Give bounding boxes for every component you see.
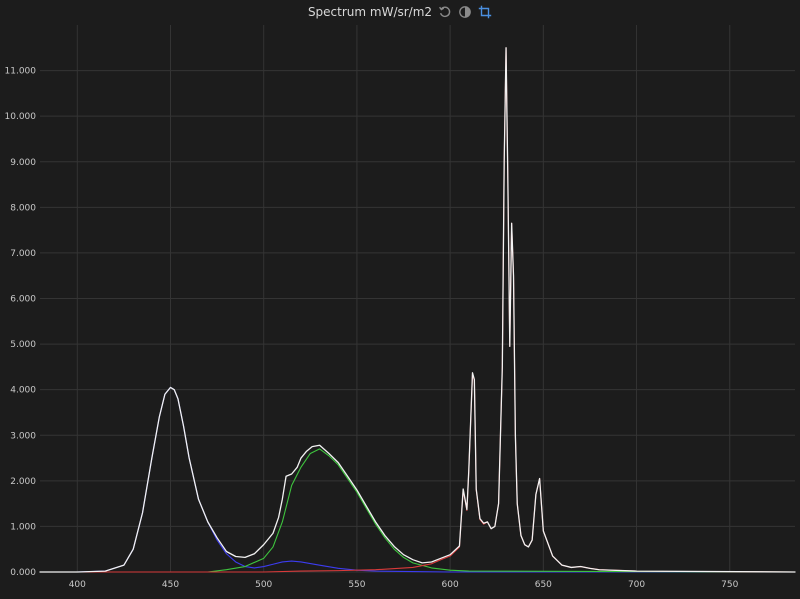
x-tick-label: 650 (535, 580, 552, 590)
y-tick-label: 11.000 (5, 67, 37, 77)
chart-title: Spectrum mW/sr/m2 (307, 5, 433, 19)
crop-icon[interactable] (478, 5, 492, 19)
series-line-total (39, 47, 796, 573)
y-tick-label: 1.000 (10, 522, 36, 532)
y-tick-label: 8.000 (10, 203, 36, 213)
chart-grid (40, 25, 795, 573)
chart-series (39, 47, 796, 573)
series-line-green (39, 448, 796, 573)
contrast-icon[interactable] (458, 5, 472, 19)
x-tick-label: 450 (162, 580, 179, 590)
x-tick-label: 700 (628, 580, 645, 590)
reset-icon[interactable] (438, 5, 452, 19)
x-tick-label: 600 (442, 580, 459, 590)
y-tick-label: 7.000 (10, 249, 36, 259)
y-tick-label: 4.000 (10, 386, 36, 396)
chart-axes: 400 450 500 550 600 650 700 750 0.000 1.000 2.000 3… (5, 67, 739, 590)
x-tick-label: 750 (721, 580, 738, 590)
x-tick-label: 400 (69, 580, 86, 590)
y-tick-label: 5.000 (10, 340, 36, 350)
series-line-red (39, 47, 796, 573)
y-tick-label: 9.000 (10, 158, 36, 168)
y-tick-label: 0.000 (10, 568, 36, 578)
x-tick-label: 500 (255, 580, 272, 590)
y-tick-label: 3.000 (10, 431, 36, 441)
y-tick-label: 6.000 (10, 295, 36, 305)
title-bar: Spectrum mW/sr/m2 (0, 0, 800, 24)
y-tick-label: 2.000 (10, 477, 36, 487)
x-tick-label: 550 (348, 580, 365, 590)
series-line-blue (39, 386, 796, 573)
y-tick-label: 10.000 (5, 112, 37, 122)
